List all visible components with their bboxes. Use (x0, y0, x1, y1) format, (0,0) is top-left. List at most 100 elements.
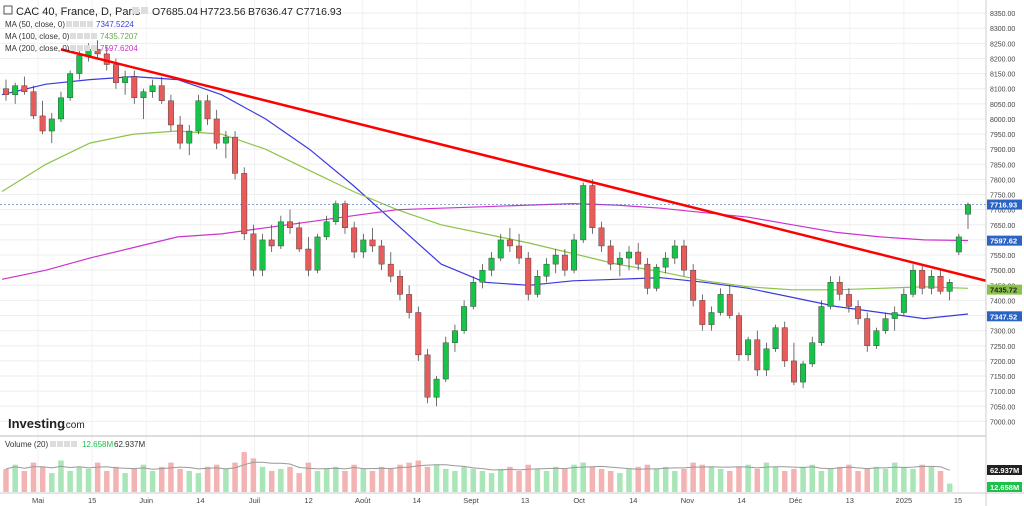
volume-bar (443, 468, 449, 492)
volume-bar (21, 471, 28, 492)
candle-body (241, 173, 248, 235)
volume-legend: Volume (20) 12.658M 62.937M (5, 440, 145, 449)
candle-body (39, 115, 46, 132)
candle-body (259, 239, 266, 271)
y-tick-label: 7100.00 (990, 389, 1015, 396)
x-tick-label: Nov (681, 496, 695, 505)
volume-bar (223, 468, 229, 492)
volume-bar (104, 471, 110, 492)
volume-bar (864, 468, 870, 492)
volume-bar (846, 464, 852, 492)
candle-body (342, 203, 348, 229)
y-tick-label: 8000.00 (990, 117, 1015, 124)
candle-body (763, 348, 770, 371)
y-tick-label: 7050.00 (990, 404, 1015, 411)
volume-bar (333, 466, 339, 492)
price-tag-label: 7435.72 (990, 286, 1017, 295)
y-tick-label: 7150.00 (990, 374, 1015, 381)
x-tick-label: 14 (629, 496, 637, 505)
y-tick-label: 8100.00 (990, 87, 1015, 94)
candle-body (204, 100, 211, 120)
trendline[interactable] (60, 48, 987, 282)
candle-body (525, 257, 532, 295)
candle-body (378, 245, 385, 265)
legend-ma50-icons[interactable] (66, 21, 93, 27)
volume-bar (195, 473, 202, 492)
volume-bar (617, 473, 623, 492)
candle-body (800, 363, 807, 383)
y-tick-label: 7850.00 (990, 162, 1015, 169)
candle-body (497, 239, 504, 259)
volume-bar (314, 471, 321, 492)
candle-body (919, 269, 926, 289)
volume-bar (891, 462, 898, 492)
candle-body (177, 124, 184, 144)
candle-body (131, 76, 138, 98)
x-tick-label: Juil (249, 496, 261, 505)
volume-bar (296, 473, 302, 492)
candle-body (488, 257, 495, 271)
candle-body (653, 266, 660, 289)
volume-bar (782, 471, 788, 492)
ohlc-close: C7716.93 (296, 6, 342, 18)
volume-bar (76, 466, 83, 492)
candle-body (845, 294, 852, 307)
x-tick-label: 13 (846, 496, 854, 505)
x-tick-label: Sept (463, 496, 479, 505)
volume-tag (987, 465, 1022, 475)
price-tags: 7716.93 7597.62 7435.72 7347.52 62.937M 12.65… (987, 199, 1022, 492)
volume-bar (278, 468, 284, 492)
volume-bar (626, 468, 632, 492)
volume-bar (754, 468, 761, 492)
candle-body (369, 239, 376, 247)
volume-bar (378, 466, 385, 492)
volume-bar (232, 462, 238, 492)
legend-ma200-icons[interactable] (70, 45, 97, 51)
candle-body (287, 221, 293, 229)
candle-body (433, 378, 440, 398)
volume-bar (204, 466, 211, 492)
legend-ma200-value: 7597.6204 (100, 44, 138, 53)
x-tick-label: 15 (954, 496, 962, 505)
collapse-icon[interactable] (3, 5, 13, 15)
candle-body (855, 306, 862, 319)
brand-name: Investing (8, 416, 65, 431)
x-tick-label: Déc (789, 496, 803, 505)
volume-bar (497, 468, 504, 492)
y-tick-label: 8050.00 (990, 102, 1015, 109)
volume-bar (250, 458, 257, 492)
y-tick-label: 7550.00 (990, 253, 1015, 260)
volume-bar (94, 462, 101, 492)
candle-body (158, 85, 165, 101)
y-tick-label: 8250.00 (990, 41, 1015, 48)
volume-bar (736, 466, 742, 492)
volume-bar (452, 471, 458, 492)
candle-body (671, 245, 678, 259)
y-tick-label: 8150.00 (990, 72, 1015, 79)
x-tick-label: Juin (139, 496, 153, 505)
volume-bar (58, 460, 64, 492)
volume-legend-icons[interactable] (50, 441, 77, 447)
volume-bar (653, 468, 660, 492)
price-tag-label: 7716.93 (990, 201, 1017, 210)
candle-body (836, 282, 843, 295)
volume-bar (937, 471, 944, 492)
legend-ma100-icons[interactable] (70, 33, 97, 39)
candle-body (726, 294, 733, 316)
header-toolbar-icons[interactable] (132, 7, 148, 14)
x-tick-label: 2025 (896, 496, 913, 505)
volume-label: Volume (20) (5, 440, 48, 449)
volume-bar (699, 464, 706, 492)
volume-bar (901, 466, 907, 492)
candle-body (305, 248, 312, 271)
volume-bar (827, 468, 834, 492)
candle-body (754, 339, 761, 371)
candle-body (277, 221, 284, 247)
candle-body (140, 91, 147, 98)
volume-bar (635, 466, 641, 492)
candle-body (3, 88, 9, 95)
volume-ma-line (5, 461, 950, 471)
volume-bar (323, 468, 330, 492)
x-tick-label: 13 (521, 496, 529, 505)
candle-body (543, 263, 550, 277)
